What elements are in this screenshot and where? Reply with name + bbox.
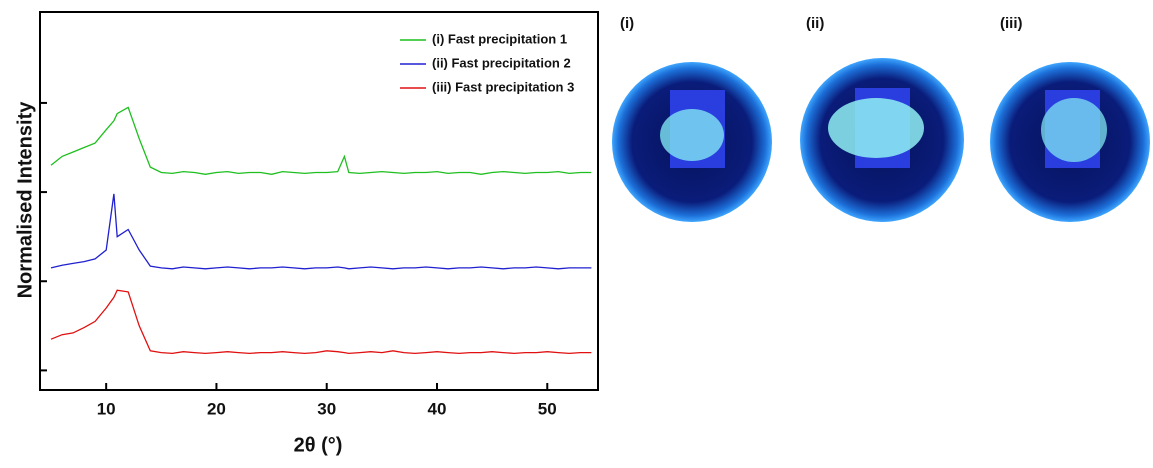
x-tick-label: 40 [428, 399, 447, 418]
series-line [50, 193, 592, 270]
sample [660, 109, 724, 161]
series-line [50, 289, 592, 355]
x-tick-label: 10 [97, 399, 116, 418]
sample [828, 98, 924, 158]
x-tick-label: 30 [317, 399, 336, 418]
y-axis-label: Normalised Intensity [14, 101, 36, 299]
plot-frame [39, 11, 599, 391]
legend-label: (ii) Fast precipitation 2 [432, 55, 571, 70]
photo-label: (ii) [806, 15, 824, 32]
photos: (i) (ii) (iii) [612, 15, 1150, 222]
legend-label: (iii) Fast precipitation 3 [432, 79, 574, 94]
legend-label: (i) Fast precipitation 1 [432, 31, 567, 46]
x-tick-label: 50 [538, 399, 557, 418]
sample [1041, 98, 1107, 162]
series-line [50, 106, 592, 175]
photo-label: (iii) [1000, 15, 1023, 32]
photo-label: (i) [620, 15, 634, 32]
x-axis-label: 2θ (°) [294, 434, 343, 456]
x-tick-label: 20 [207, 399, 226, 418]
